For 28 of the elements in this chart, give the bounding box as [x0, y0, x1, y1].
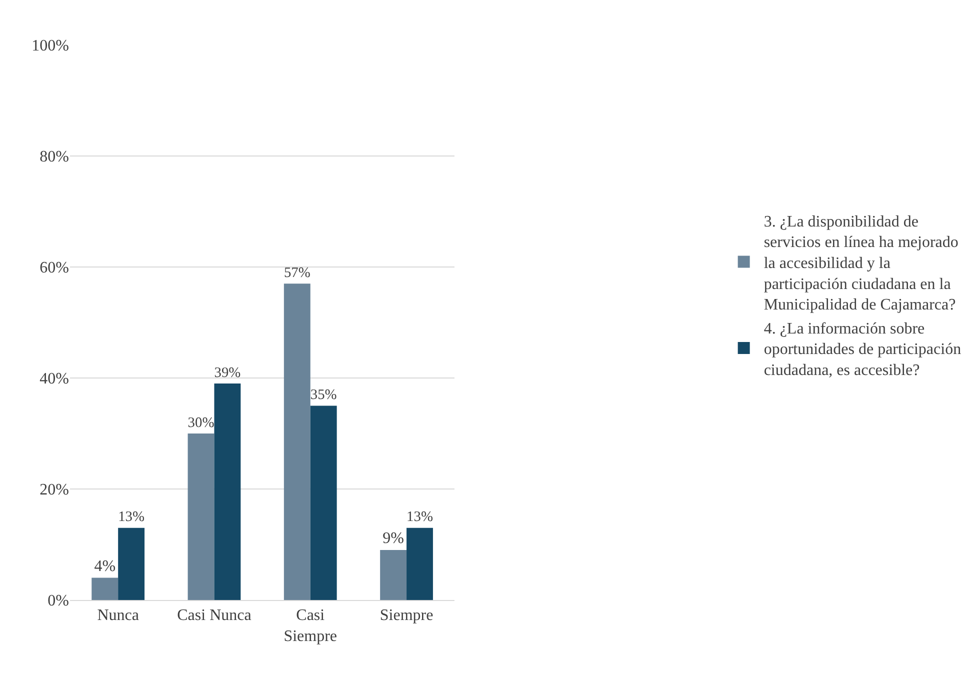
data-label: 13% — [118, 509, 145, 526]
bar — [188, 434, 214, 600]
y-tick-label: 60% — [40, 260, 69, 277]
y-tick-label: 100% — [32, 38, 69, 55]
legend-label: 3. ¿La disponibilidad de servicios en línea ha mejorado la accesibilidad y la participación ciudadana en la Municipalidad de Cajamarca? — [764, 213, 958, 314]
bar — [406, 528, 433, 600]
bar — [310, 406, 337, 600]
bar — [380, 550, 407, 600]
y-tick-label: 0% — [48, 592, 69, 610]
x-tick-label: Siempre — [380, 607, 434, 624]
data-label: 57% — [284, 265, 310, 282]
bar — [214, 384, 241, 600]
bar — [118, 528, 145, 600]
data-label: 35% — [310, 387, 337, 404]
x-tick-label: Casi Nunca — [177, 607, 252, 624]
data-label: 39% — [214, 364, 241, 381]
data-label: 13% — [406, 509, 433, 526]
x-tick-label: Nunca — [97, 607, 139, 624]
x-tick-label: Casi Siempre — [284, 607, 338, 645]
y-tick-label: 40% — [40, 370, 69, 388]
y-tick-label: 20% — [40, 482, 69, 499]
y-tick-label: 80% — [40, 148, 69, 166]
data-label: 4% — [94, 558, 116, 575]
legend-label: 4. ¿La información sobre oportunidades de participación ciudadana, es accesible? — [764, 320, 962, 379]
bar — [92, 578, 118, 600]
data-label: 30% — [188, 414, 214, 431]
bar — [284, 284, 310, 600]
data-label: 9% — [382, 530, 404, 548]
